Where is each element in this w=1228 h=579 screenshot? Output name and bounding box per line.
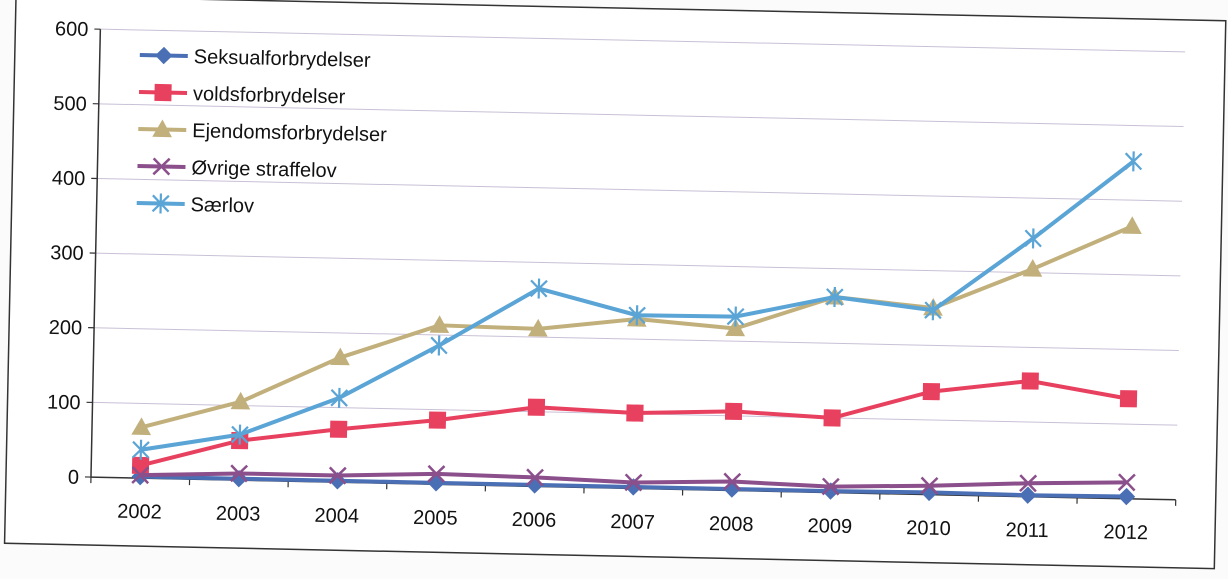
data-point	[430, 335, 448, 356]
y-axis-ticks: 0 100 200 300 400 500 600	[47, 18, 101, 489]
y-tick-label: 100	[47, 391, 81, 414]
legend: Seksualforbrydelser voldsforbrydelser Ejen…	[136, 46, 387, 217]
data-point	[626, 404, 644, 422]
data-point	[1021, 372, 1039, 390]
legend-marker	[154, 83, 172, 102]
data-point	[1022, 259, 1043, 277]
x-tick-label: 2003	[216, 503, 261, 526]
data-point	[529, 278, 548, 299]
data-point	[1024, 228, 1043, 249]
x-tick-label: 2007	[610, 511, 655, 534]
data-point	[725, 318, 746, 337]
data-point	[230, 424, 249, 445]
y-tick-label: 400	[52, 168, 86, 191]
data-point	[624, 473, 643, 492]
legend-item: Øvrige straffelov	[137, 157, 337, 182]
data-point	[724, 402, 743, 421]
series-1	[131, 372, 1138, 475]
legend-item: Seksualforbrydelser	[139, 46, 372, 72]
y-tick-label: 500	[53, 93, 87, 116]
legend-label: voldsforbrydelser	[193, 83, 346, 108]
x-tick-label: 2005	[413, 507, 458, 530]
data-point	[527, 398, 546, 416]
data-point	[429, 315, 450, 334]
data-point	[920, 476, 939, 495]
gridline	[95, 252, 1181, 277]
x-tick-label: 2008	[709, 513, 754, 536]
series-lines	[131, 151, 1143, 506]
data-point	[924, 300, 942, 321]
legend-label: Seksualforbrydelser	[194, 46, 372, 72]
data-point	[328, 466, 347, 485]
legend-label: Særlov	[190, 194, 254, 217]
legend-item: voldsforbrydelser	[139, 83, 346, 108]
x-tick-label: 2012	[1103, 521, 1148, 544]
x-tick-label: 2004	[314, 505, 359, 528]
legend-label: Øvrige straffelov	[191, 157, 337, 182]
data-point	[1019, 474, 1038, 493]
data-point	[1119, 390, 1138, 408]
data-point	[525, 468, 544, 487]
data-point	[1117, 487, 1136, 506]
data-point	[330, 387, 349, 408]
data-point	[922, 382, 941, 401]
data-point	[229, 464, 249, 483]
x-tick-label: 2011	[1005, 519, 1048, 542]
legend-marker	[155, 46, 173, 65]
data-point	[1117, 473, 1136, 492]
gridline	[97, 177, 1182, 202]
y-tick-label: 300	[50, 242, 84, 265]
data-point	[131, 466, 150, 485]
x-tick-label: 2002	[117, 501, 162, 524]
gridline	[98, 103, 1184, 128]
data-point	[131, 439, 150, 460]
data-point	[330, 347, 350, 366]
data-point	[528, 318, 548, 337]
data-point	[723, 472, 742, 491]
legend-marker	[151, 193, 170, 214]
legend-label: Ejendomsforbrydelser	[192, 120, 387, 146]
x-tick-label: 2009	[807, 515, 852, 538]
data-point	[726, 306, 745, 327]
data-point	[628, 305, 646, 326]
data-point	[1124, 151, 1143, 172]
series-3	[131, 464, 1136, 496]
y-tick-label: 600	[55, 18, 89, 41]
data-point	[230, 391, 251, 410]
data-point	[428, 411, 447, 429]
data-point	[821, 477, 840, 496]
data-point	[1019, 486, 1037, 504]
chart-frame	[3, 0, 1227, 570]
data-point	[329, 420, 348, 438]
y-tick-label: 0	[68, 467, 80, 489]
gridline	[94, 327, 1179, 352]
data-point	[131, 417, 152, 436]
data-point	[825, 286, 844, 308]
legend-item: Ejendomsforbrydelser	[138, 119, 387, 146]
legend-marker	[152, 119, 172, 138]
legend-item: Særlov	[136, 193, 254, 217]
x-tick-label: 2010	[906, 517, 951, 540]
gridline	[100, 28, 1186, 53]
legend-marker	[152, 157, 171, 176]
x-tick-label: 2006	[512, 509, 557, 532]
y-tick-label: 200	[48, 317, 82, 340]
data-point	[823, 409, 841, 427]
data-point	[1122, 216, 1142, 235]
x-axis-ticks: 2002 2003 2004 2005 2006 2007 2008 2009 2010 2011…	[90, 477, 1177, 544]
data-point	[427, 464, 446, 483]
series-4	[131, 151, 1143, 460]
